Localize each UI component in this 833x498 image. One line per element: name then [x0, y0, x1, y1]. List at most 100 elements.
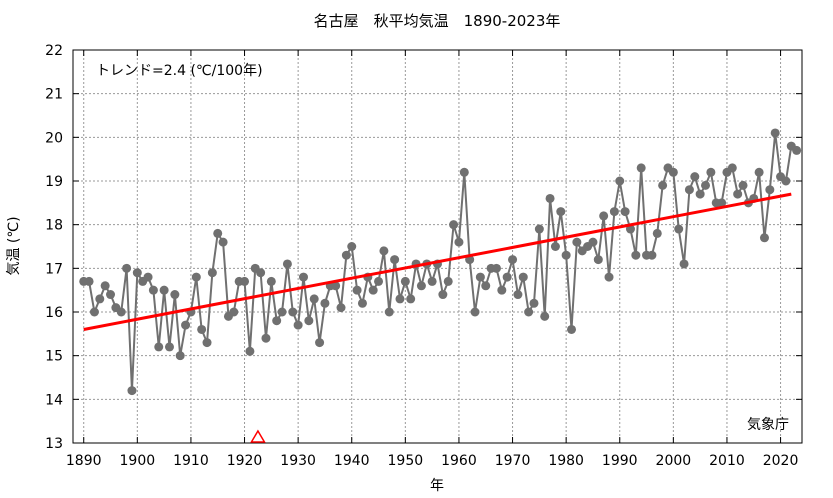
data-point: [245, 346, 255, 356]
x-tick-label: 1900: [120, 453, 156, 469]
data-point: [288, 307, 298, 317]
data-point: [529, 298, 539, 308]
data-point: [374, 276, 384, 286]
data-point: [127, 386, 137, 396]
source-label: 気象庁: [747, 417, 789, 433]
data-point: [175, 351, 185, 361]
data-point: [454, 237, 464, 247]
data-point: [84, 276, 94, 286]
data-point: [352, 285, 362, 295]
data-point: [336, 303, 346, 313]
x-tick-label: 1980: [548, 453, 584, 469]
data-point: [368, 285, 378, 295]
data-point: [181, 320, 191, 330]
data-point: [717, 198, 727, 208]
data-point: [620, 207, 630, 217]
data-point: [154, 342, 164, 352]
x-tick-label: 1930: [280, 453, 316, 469]
data-point: [148, 285, 158, 295]
data-point: [550, 242, 560, 251]
data-point: [379, 246, 389, 256]
data-point: [293, 320, 303, 330]
data-point: [470, 307, 480, 317]
data-point: [599, 211, 609, 221]
data-point: [390, 255, 400, 265]
data-point: [207, 268, 217, 278]
x-tick-label: 1910: [173, 453, 209, 469]
x-axis-label: 年: [430, 478, 444, 494]
x-tick-label: 1960: [441, 453, 477, 469]
data-point: [695, 189, 705, 199]
data-point: [759, 233, 769, 243]
data-point: [567, 324, 577, 334]
trend-annotation: トレンド=2.4 (℃/100年): [96, 63, 263, 79]
data-point: [309, 294, 319, 304]
y-tick-labels: 13 14 15 16 17 18 19 20 21 22: [45, 43, 802, 452]
data-point: [406, 294, 416, 304]
data-point: [229, 307, 239, 317]
x-tick-label: 2010: [709, 453, 745, 469]
data-point: [357, 298, 367, 308]
data-point: [116, 307, 126, 317]
data-point: [636, 163, 646, 173]
data-point: [475, 272, 485, 282]
data-point: [400, 276, 410, 286]
data-point: [524, 307, 534, 317]
data-point: [508, 255, 518, 265]
data-point: [497, 285, 507, 295]
data-point: [668, 167, 678, 177]
temperature-series: [79, 128, 802, 396]
data-point: [513, 290, 523, 300]
data-point: [701, 180, 711, 190]
x-tick-labels: 1890 1900 1910 1920 1930 1940 1950 1960 1970 1980…: [66, 50, 798, 469]
data-point: [727, 163, 737, 173]
x-tick-label: 1990: [602, 453, 638, 469]
data-point: [89, 307, 99, 317]
data-point: [765, 185, 775, 195]
data-point: [609, 207, 619, 217]
x-tick-label: 1940: [334, 453, 370, 469]
data-point: [202, 338, 212, 348]
data-point: [331, 281, 341, 291]
data-point: [534, 224, 544, 234]
x-tick-label: 2020: [763, 453, 799, 469]
data-point: [240, 276, 250, 286]
x-tick-label: 1920: [227, 453, 263, 469]
y-tick-label: 18: [45, 218, 63, 234]
y-tick-label: 15: [45, 349, 63, 365]
data-point: [213, 228, 223, 238]
data-point: [733, 189, 743, 199]
data-point: [347, 242, 357, 251]
data-point: [266, 276, 276, 286]
y-tick-label: 20: [45, 130, 63, 146]
data-point: [427, 276, 437, 286]
data-point: [170, 290, 180, 300]
data-point: [754, 167, 764, 177]
data-point: [459, 167, 469, 177]
data-point: [556, 207, 566, 217]
data-point: [277, 307, 287, 317]
y-tick-label: 19: [45, 174, 63, 190]
data-point: [545, 193, 555, 203]
data-point: [706, 167, 716, 177]
data-point: [143, 272, 153, 282]
data-point: [572, 237, 582, 247]
data-point: [256, 268, 266, 278]
data-point: [298, 272, 308, 282]
data-point: [588, 237, 598, 247]
data-point: [674, 224, 684, 234]
data-point: [518, 272, 528, 282]
station-relocation-marker: [250, 429, 266, 443]
marker-layer: [250, 429, 266, 443]
y-tick-label: 22: [45, 43, 63, 59]
x-tick-label: 1890: [66, 453, 102, 469]
plot-frame: [72, 49, 803, 444]
trend-line-segment: [83, 192, 792, 331]
data-point: [282, 259, 292, 269]
data-point: [304, 316, 314, 326]
data-point: [652, 228, 662, 238]
data-point: [781, 176, 791, 186]
y-tick-label: 21: [45, 87, 63, 103]
trend-line: [83, 192, 792, 331]
data-point: [416, 281, 426, 291]
